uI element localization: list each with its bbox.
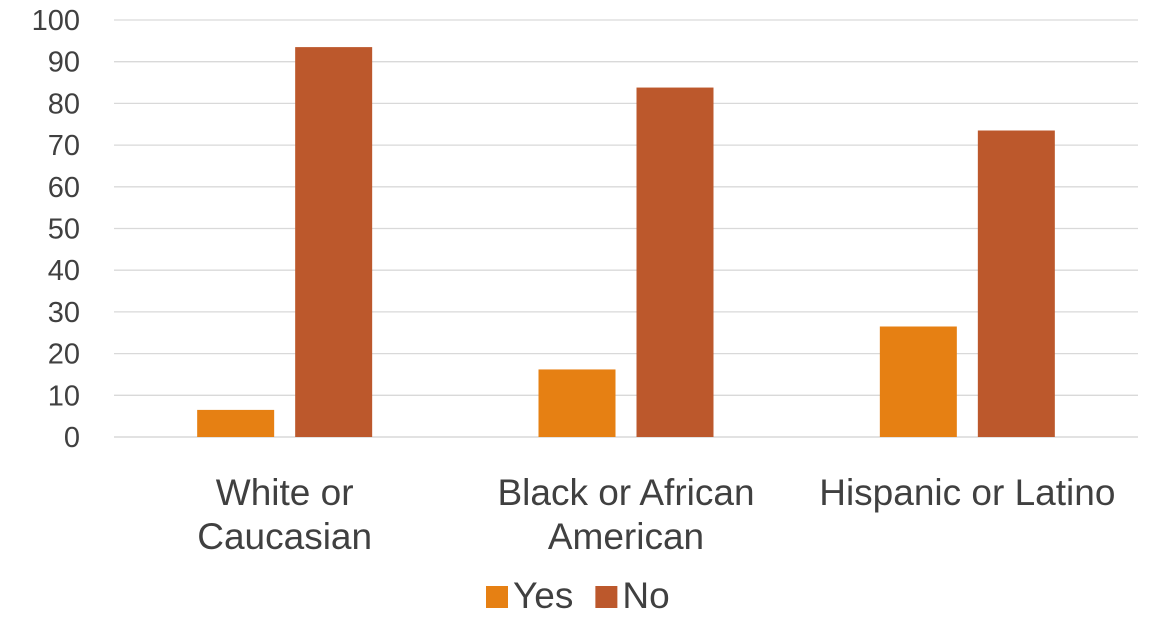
y-tick-label: 90: [48, 47, 80, 79]
bar-yes: [538, 369, 616, 437]
y-tick-label: 30: [48, 297, 80, 329]
bars: [197, 47, 1055, 437]
y-tick-label: 0: [64, 422, 80, 454]
y-axis-tick-labels: 0 10 20 30 40 50 60 70 80 90 100: [32, 5, 80, 454]
y-tick-label: 60: [48, 172, 80, 204]
bar-no: [977, 130, 1055, 437]
y-tick-label: 70: [48, 130, 80, 162]
gridlines: [114, 19, 1138, 438]
legend-label-no: No: [622, 575, 669, 616]
bar-no: [636, 87, 714, 437]
y-tick-label: 50: [48, 214, 80, 246]
x-category-label: Hispanic or Latino: [819, 472, 1115, 513]
legend-label-yes: Yes: [513, 575, 573, 616]
bar-yes: [879, 326, 957, 437]
bar-yes: [197, 409, 275, 437]
x-category-label: Black or African American: [497, 472, 754, 557]
x-axis-category-labels: White or Caucasian Black or African America…: [197, 472, 1115, 557]
y-tick-label: 100: [32, 5, 80, 37]
legend: Yes No: [486, 575, 670, 616]
y-tick-label: 10: [48, 380, 80, 412]
legend-swatch-no: [595, 586, 618, 608]
x-category-label: White or Caucasian: [197, 472, 372, 557]
legend-swatch-yes: [486, 586, 508, 608]
y-tick-label: 80: [48, 88, 80, 120]
y-tick-label: 40: [48, 255, 80, 287]
bar-no: [295, 47, 373, 437]
y-tick-label: 20: [48, 339, 80, 371]
